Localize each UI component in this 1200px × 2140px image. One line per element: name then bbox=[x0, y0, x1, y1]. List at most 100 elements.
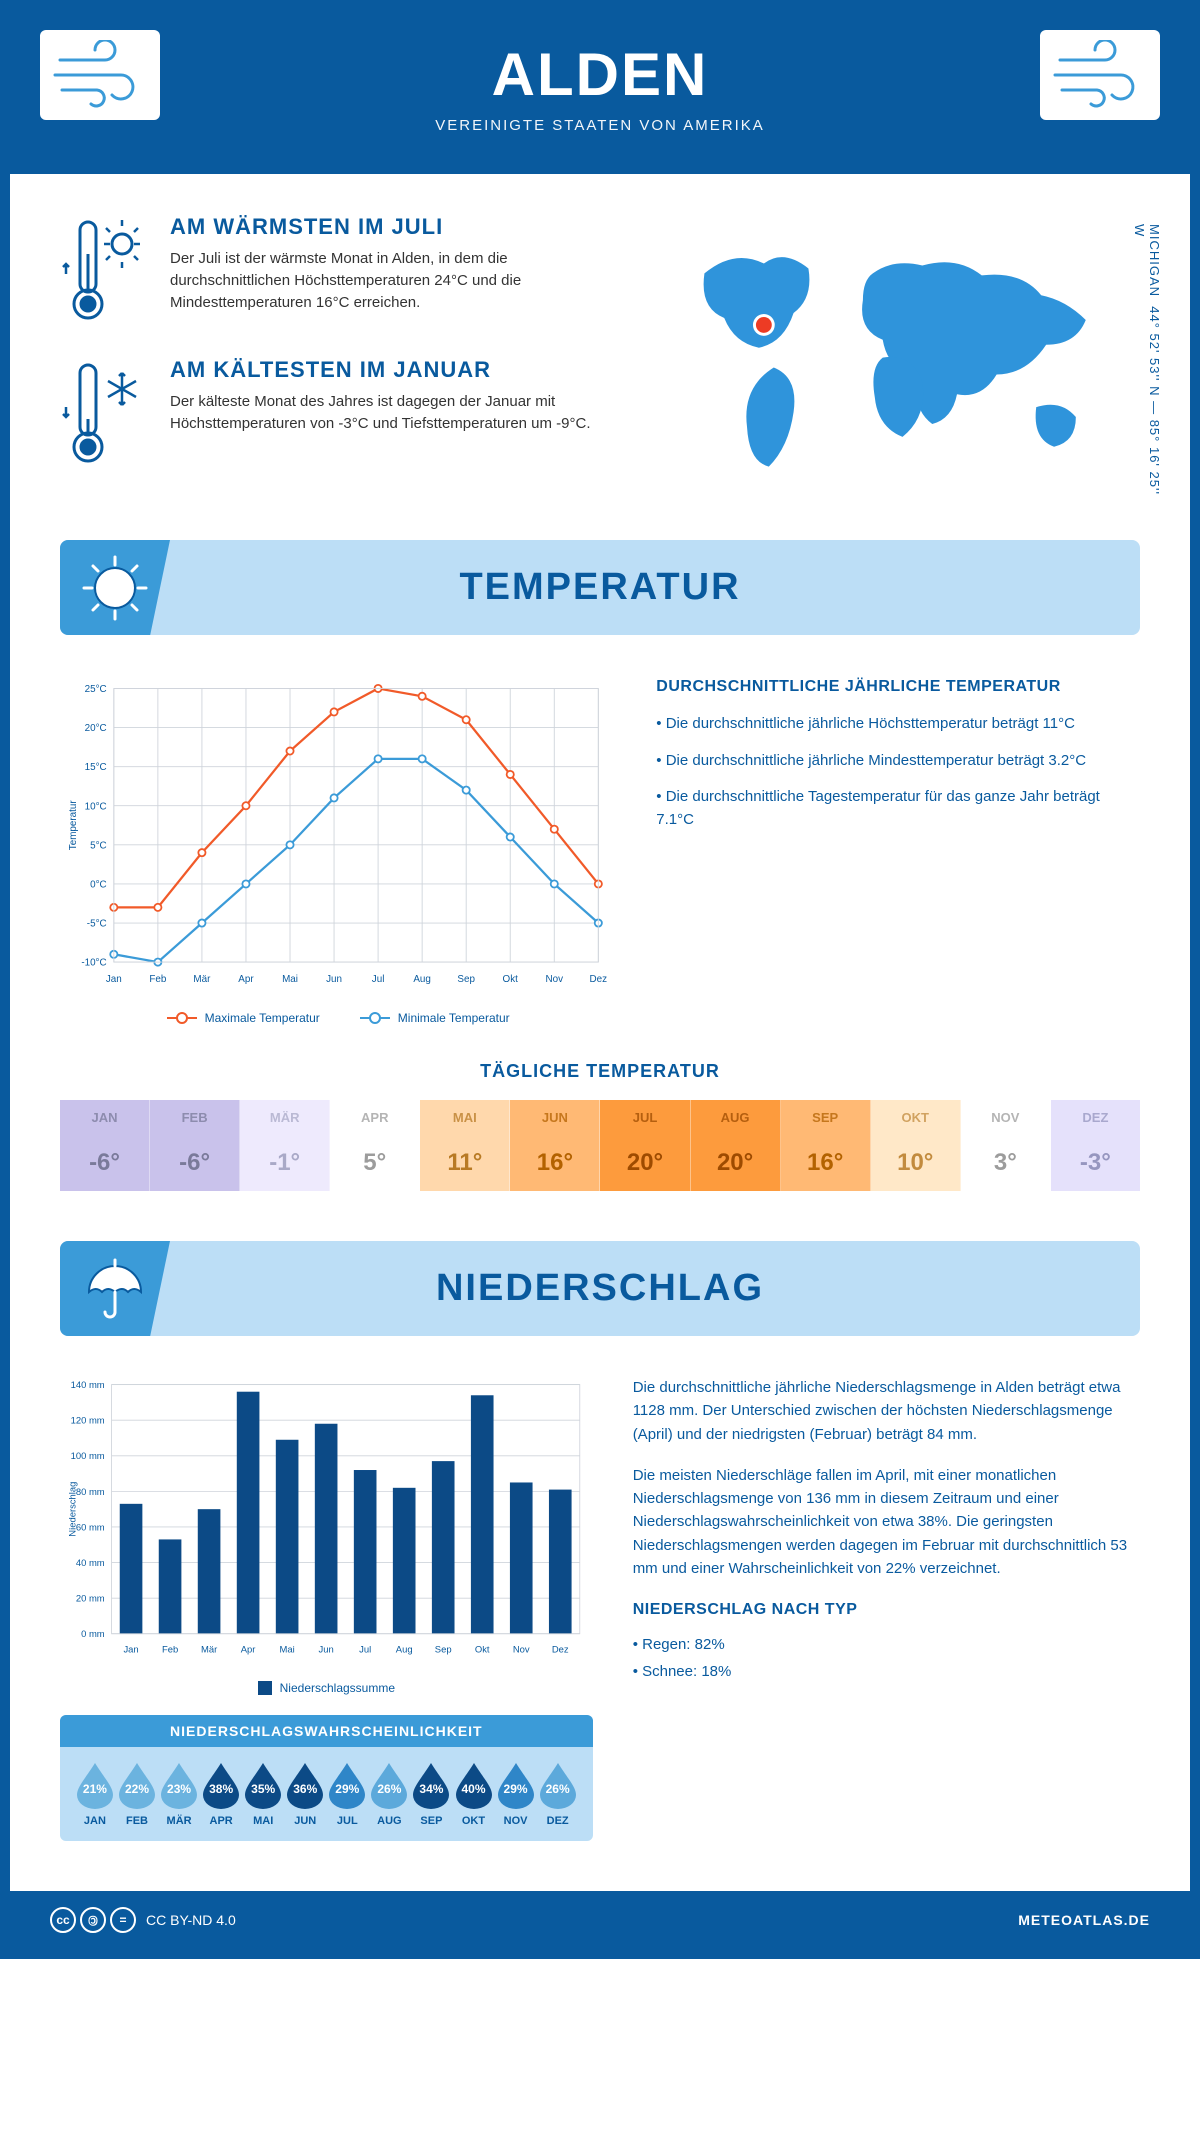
precip-type-item: • Regen: 82% bbox=[633, 1633, 1140, 1656]
temp-side-item: • Die durchschnittliche jährliche Höchst… bbox=[656, 713, 1140, 736]
temp-legend: Maximale Temperatur Minimale Temperatur bbox=[60, 1011, 616, 1025]
probability-drop: 26%AUG bbox=[368, 1761, 410, 1827]
svg-text:100 mm: 100 mm bbox=[71, 1451, 105, 1462]
svg-text:Jun: Jun bbox=[326, 974, 342, 985]
fact-warm-title: AM WÄRMSTEN IM JULI bbox=[170, 214, 605, 240]
temp-table-cell: DEZ-3° bbox=[1051, 1100, 1140, 1191]
svg-text:Mär: Mär bbox=[193, 974, 211, 985]
probability-drop: 29%NOV bbox=[495, 1761, 537, 1827]
probability-drop: 34%SEP bbox=[411, 1761, 453, 1827]
svg-text:Mai: Mai bbox=[280, 1645, 295, 1656]
svg-text:Sep: Sep bbox=[435, 1645, 452, 1656]
umbrella-icon bbox=[60, 1241, 170, 1336]
fact-warm-text: Der Juli ist der wärmste Monat in Alden,… bbox=[170, 248, 605, 313]
svg-text:Apr: Apr bbox=[238, 974, 254, 985]
precipitation-bar-chart: 0 mm20 mm40 mm60 mm80 mm100 mm120 mm140 … bbox=[60, 1376, 593, 1668]
precip-text-2: Die meisten Niederschläge fallen im Apri… bbox=[633, 1464, 1140, 1580]
svg-text:140 mm: 140 mm bbox=[71, 1380, 105, 1391]
svg-text:Feb: Feb bbox=[162, 1645, 178, 1656]
temp-table-cell: MAI11° bbox=[420, 1100, 510, 1191]
precip-legend: Niederschlagssumme bbox=[60, 1681, 593, 1695]
svg-text:25°C: 25°C bbox=[85, 684, 107, 695]
thermometer-snow-icon bbox=[60, 357, 150, 472]
temp-table-cell: FEB-6° bbox=[150, 1100, 240, 1191]
temp-table-cell: APR5° bbox=[330, 1100, 420, 1191]
fact-cold-title: AM KÄLTESTEN IM JANUAR bbox=[170, 357, 605, 383]
site-name: METEOATLAS.DE bbox=[1018, 1912, 1150, 1928]
svg-text:Temperatur: Temperatur bbox=[68, 800, 79, 851]
svg-text:20 mm: 20 mm bbox=[76, 1594, 105, 1605]
svg-text:Feb: Feb bbox=[149, 974, 167, 985]
svg-text:Mai: Mai bbox=[282, 974, 298, 985]
section-temperature: TEMPERATUR bbox=[60, 540, 1140, 635]
temp-table-cell: JUN16° bbox=[510, 1100, 600, 1191]
wind-icon bbox=[1040, 30, 1160, 120]
location-marker-icon bbox=[753, 314, 775, 336]
fact-warmest: AM WÄRMSTEN IM JULI Der Juli ist der wär… bbox=[60, 214, 605, 329]
temp-side-item: • Die durchschnittliche jährliche Mindes… bbox=[656, 750, 1140, 773]
temp-side-item: • Die durchschnittliche Tagestemperatur … bbox=[656, 786, 1140, 831]
section-precipitation: NIEDERSCHLAG bbox=[60, 1241, 1140, 1336]
temp-table-cell: OKT10° bbox=[871, 1100, 961, 1191]
probability-drop: 40%OKT bbox=[453, 1761, 495, 1827]
svg-text:Okt: Okt bbox=[475, 1645, 490, 1656]
svg-text:-5°C: -5°C bbox=[87, 919, 107, 930]
probability-drop: 23%MÄR bbox=[158, 1761, 200, 1827]
svg-text:Nov: Nov bbox=[546, 974, 564, 985]
footer: cc🄯= CC BY-ND 4.0 METEOATLAS.DE bbox=[10, 1891, 1190, 1949]
cc-license-icon: cc🄯= bbox=[50, 1907, 136, 1933]
precip-probability-box: NIEDERSCHLAGSWAHRSCHEINLICHKEIT 21%JAN22… bbox=[60, 1715, 593, 1841]
svg-text:Mär: Mär bbox=[201, 1645, 217, 1656]
svg-text:Jul: Jul bbox=[372, 974, 385, 985]
temp-table-cell: AUG20° bbox=[691, 1100, 781, 1191]
probability-drop: 36%JUN bbox=[284, 1761, 326, 1827]
svg-text:Dez: Dez bbox=[590, 974, 608, 985]
svg-text:Okt: Okt bbox=[503, 974, 519, 985]
svg-text:Aug: Aug bbox=[413, 974, 431, 985]
probability-drop: 35%MAI bbox=[242, 1761, 284, 1827]
header: ALDEN VEREINIGTE STAATEN VON AMERIKA bbox=[10, 10, 1190, 174]
fact-cold-text: Der kälteste Monat des Jahres ist dagege… bbox=[170, 391, 605, 435]
license-text: CC BY-ND 4.0 bbox=[146, 1912, 236, 1928]
wind-icon bbox=[40, 30, 160, 120]
probability-drop: 26%DEZ bbox=[537, 1761, 579, 1827]
probability-drop: 21%JAN bbox=[74, 1761, 116, 1827]
svg-text:Jun: Jun bbox=[319, 1645, 334, 1656]
svg-text:20°C: 20°C bbox=[85, 723, 107, 734]
sun-icon bbox=[60, 540, 170, 635]
precip-type-item: • Schnee: 18% bbox=[633, 1660, 1140, 1683]
temp-table-cell: SEP16° bbox=[781, 1100, 871, 1191]
probability-drop: 29%JUL bbox=[326, 1761, 368, 1827]
svg-text:Dez: Dez bbox=[552, 1645, 569, 1656]
svg-text:Jan: Jan bbox=[123, 1645, 138, 1656]
temp-table-cell: NOV3° bbox=[961, 1100, 1051, 1191]
svg-text:Aug: Aug bbox=[396, 1645, 413, 1656]
svg-text:-10°C: -10°C bbox=[81, 958, 106, 969]
svg-text:60 mm: 60 mm bbox=[76, 1522, 105, 1533]
svg-text:Sep: Sep bbox=[457, 974, 475, 985]
svg-text:5°C: 5°C bbox=[90, 840, 107, 851]
probability-drop: 38%APR bbox=[200, 1761, 242, 1827]
svg-text:Jan: Jan bbox=[106, 974, 122, 985]
svg-text:0 mm: 0 mm bbox=[81, 1629, 105, 1640]
fact-coldest: AM KÄLTESTEN IM JANUAR Der kälteste Mona… bbox=[60, 357, 605, 472]
world-map bbox=[645, 214, 1140, 491]
page-subtitle: VEREINIGTE STAATEN VON AMERIKA bbox=[30, 117, 1170, 134]
svg-text:Niederschlag: Niederschlag bbox=[67, 1482, 78, 1537]
temp-side-title: DURCHSCHNITTLICHE JÄHRLICHE TEMPERATUR bbox=[656, 675, 1140, 699]
svg-text:80 mm: 80 mm bbox=[76, 1487, 105, 1498]
svg-text:Nov: Nov bbox=[513, 1645, 530, 1656]
svg-text:40 mm: 40 mm bbox=[76, 1558, 105, 1569]
svg-text:10°C: 10°C bbox=[85, 801, 107, 812]
temp-table-cell: JUL20° bbox=[600, 1100, 690, 1191]
temp-table-cell: JAN-6° bbox=[60, 1100, 150, 1191]
daily-temp-title: TÄGLICHE TEMPERATUR bbox=[60, 1061, 1140, 1082]
daily-temp-table: JAN-6°FEB-6°MÄR-1°APR5°MAI11°JUN16°JUL20… bbox=[60, 1100, 1140, 1191]
svg-text:15°C: 15°C bbox=[85, 762, 107, 773]
temp-table-cell: MÄR-1° bbox=[240, 1100, 330, 1191]
precip-text-1: Die durchschnittliche jährliche Niedersc… bbox=[633, 1376, 1140, 1446]
svg-text:0°C: 0°C bbox=[90, 880, 107, 891]
temperature-line-chart: -10°C -5°C 0°C 5°C 10°C 15°C 20°C 25°C Jan Feb Mär… bbox=[60, 675, 616, 998]
thermometer-sun-icon bbox=[60, 214, 150, 329]
svg-text:Apr: Apr bbox=[241, 1645, 256, 1656]
